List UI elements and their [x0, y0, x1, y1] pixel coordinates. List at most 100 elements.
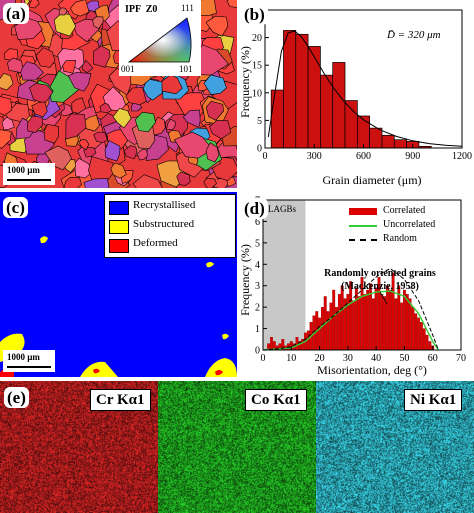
ipf-grain — [53, 13, 77, 37]
ipf-grain — [28, 0, 40, 9]
x-tick-label: 1200 — [452, 151, 472, 162]
eds-label-co: Co Kα1 — [245, 389, 307, 411]
ipf-grain — [203, 177, 217, 188]
correlated-bar — [405, 294, 409, 351]
correlated-bar — [340, 285, 344, 351]
correlated-bar — [386, 285, 389, 351]
grain-size-chart: 030060090012000510152025 D̄ = 320 μm Gra… — [238, 6, 472, 188]
x-tick-label: 0 — [263, 151, 268, 162]
y-tick-label: 5 — [255, 238, 260, 249]
ipf-grain — [166, 118, 176, 130]
grain-size-bar — [332, 62, 346, 149]
panel-e: Cr Kα1 Co Kα1 Ni Kα1 (e) — [0, 381, 474, 513]
correlated-bar — [301, 339, 305, 351]
ipf-grain — [31, 101, 48, 118]
correlated-bar — [366, 289, 370, 351]
ipf-grain — [209, 119, 232, 140]
ipf-grain — [176, 171, 191, 186]
ipf-grain — [123, 145, 138, 160]
chart-b-ylabel: Frequency (%) — [238, 46, 252, 118]
correlated-bar — [326, 311, 330, 351]
ipf-grain — [1, 116, 15, 131]
ipf-grain — [63, 176, 83, 188]
correlated-bar — [425, 334, 429, 351]
ipf-grain — [161, 74, 183, 95]
ipf-key: IPF Z0 111 001 101 — [119, 0, 201, 76]
grain-size-bar — [393, 139, 407, 149]
chart-d-annotation-line2: (Mackenzie, 1958) — [341, 281, 419, 292]
correlated-bar — [329, 302, 333, 351]
ipf-grain — [136, 148, 148, 161]
legend-swatch-uncorrelated — [349, 225, 377, 227]
x-tick-label: 70 — [456, 353, 466, 364]
legend-label-uncorrelated: Uncorrelated — [383, 219, 436, 230]
x-tick-label: 600 — [356, 151, 371, 162]
y-tick-label: 5 — [257, 116, 262, 127]
x-tick-label: 900 — [405, 151, 420, 162]
correlated-bar — [394, 298, 398, 351]
grain-size-fit-curve — [267, 30, 463, 147]
panel-a-label: (a) — [3, 3, 29, 24]
panel-d: 01020304050607001234567 LAGBs Randomly o… — [237, 192, 474, 378]
ipf-grain — [81, 59, 94, 73]
correlated-bar — [354, 287, 358, 351]
ipf-grain — [62, 60, 77, 74]
chart-b-annotation: D̄ = 320 μm — [386, 29, 441, 41]
correlated-bar — [428, 341, 432, 351]
legend-swatch-random — [349, 239, 377, 241]
ipf-grain — [0, 96, 13, 116]
legend-item-correlated: Correlated — [349, 205, 467, 219]
ipf-grain — [125, 87, 147, 106]
ipf-grain — [205, 15, 229, 37]
correlated-bar — [408, 298, 412, 351]
x-tick-label: 50 — [399, 353, 409, 364]
legend-label-random: Random — [383, 233, 417, 244]
legend-swatch-deformed — [109, 239, 129, 253]
y-tick-label: 0 — [257, 144, 262, 155]
ipf-grain — [65, 113, 87, 140]
chart-d-annotation-arrow — [379, 291, 388, 305]
ipf-corner-101: 101 — [179, 64, 193, 74]
random-line — [262, 268, 439, 351]
ipf-grain — [110, 162, 127, 179]
ipf-grain — [99, 102, 112, 113]
panel-a: (a) IPF Z0 111 001 101 1000 µ — [0, 0, 237, 188]
scale-bar-a-line — [7, 179, 51, 181]
legend-swatch-recrystallised — [109, 201, 129, 215]
legend-item-random: Random — [349, 233, 467, 247]
correlated-bar — [380, 294, 384, 351]
panel-e-label: (e) — [4, 387, 29, 408]
x-tick-label: 10 — [286, 353, 296, 364]
correlated-bar — [270, 336, 273, 351]
ipf-grain — [205, 100, 224, 121]
scale-bar-a-text: 1000 µm — [7, 165, 40, 175]
correlated-bar — [320, 306, 324, 351]
ipf-grain — [7, 57, 23, 73]
legend-label-substructured: Substructured — [133, 218, 195, 230]
correlated-bar — [332, 289, 336, 351]
ipf-grain — [27, 115, 44, 133]
legend-swatch-substructured — [109, 220, 129, 234]
ipf-key-title: IPF Z0 — [125, 4, 158, 15]
x-tick-label: 20 — [315, 353, 325, 364]
ipf-grain — [67, 72, 92, 92]
y-tick-label: 0 — [255, 346, 260, 357]
correlated-bar — [374, 287, 378, 351]
grain-size-bar — [381, 134, 395, 149]
legend-label-deformed: Deformed — [133, 237, 178, 249]
x-tick-label: 30 — [343, 353, 353, 364]
ipf-grain — [182, 109, 201, 128]
uncorrelated-line — [262, 290, 439, 351]
ipf-grain — [44, 145, 72, 171]
legend-label-correlated: Correlated — [383, 205, 426, 216]
legend-label-recrystallised: Recrystallised — [133, 199, 196, 211]
ipf-grain — [0, 129, 12, 149]
chart-d-ylabel: Frequency (%) — [238, 244, 252, 316]
ipf-grain — [70, 0, 90, 17]
correlated-bar — [357, 296, 361, 351]
y-tick-label: 1 — [255, 324, 260, 335]
correlated-bar — [388, 289, 392, 351]
ipf-grain — [93, 131, 108, 143]
recrystallisation-legend: Recrystallised Substructured Deformed — [104, 194, 236, 258]
grain-size-bar — [270, 89, 284, 149]
